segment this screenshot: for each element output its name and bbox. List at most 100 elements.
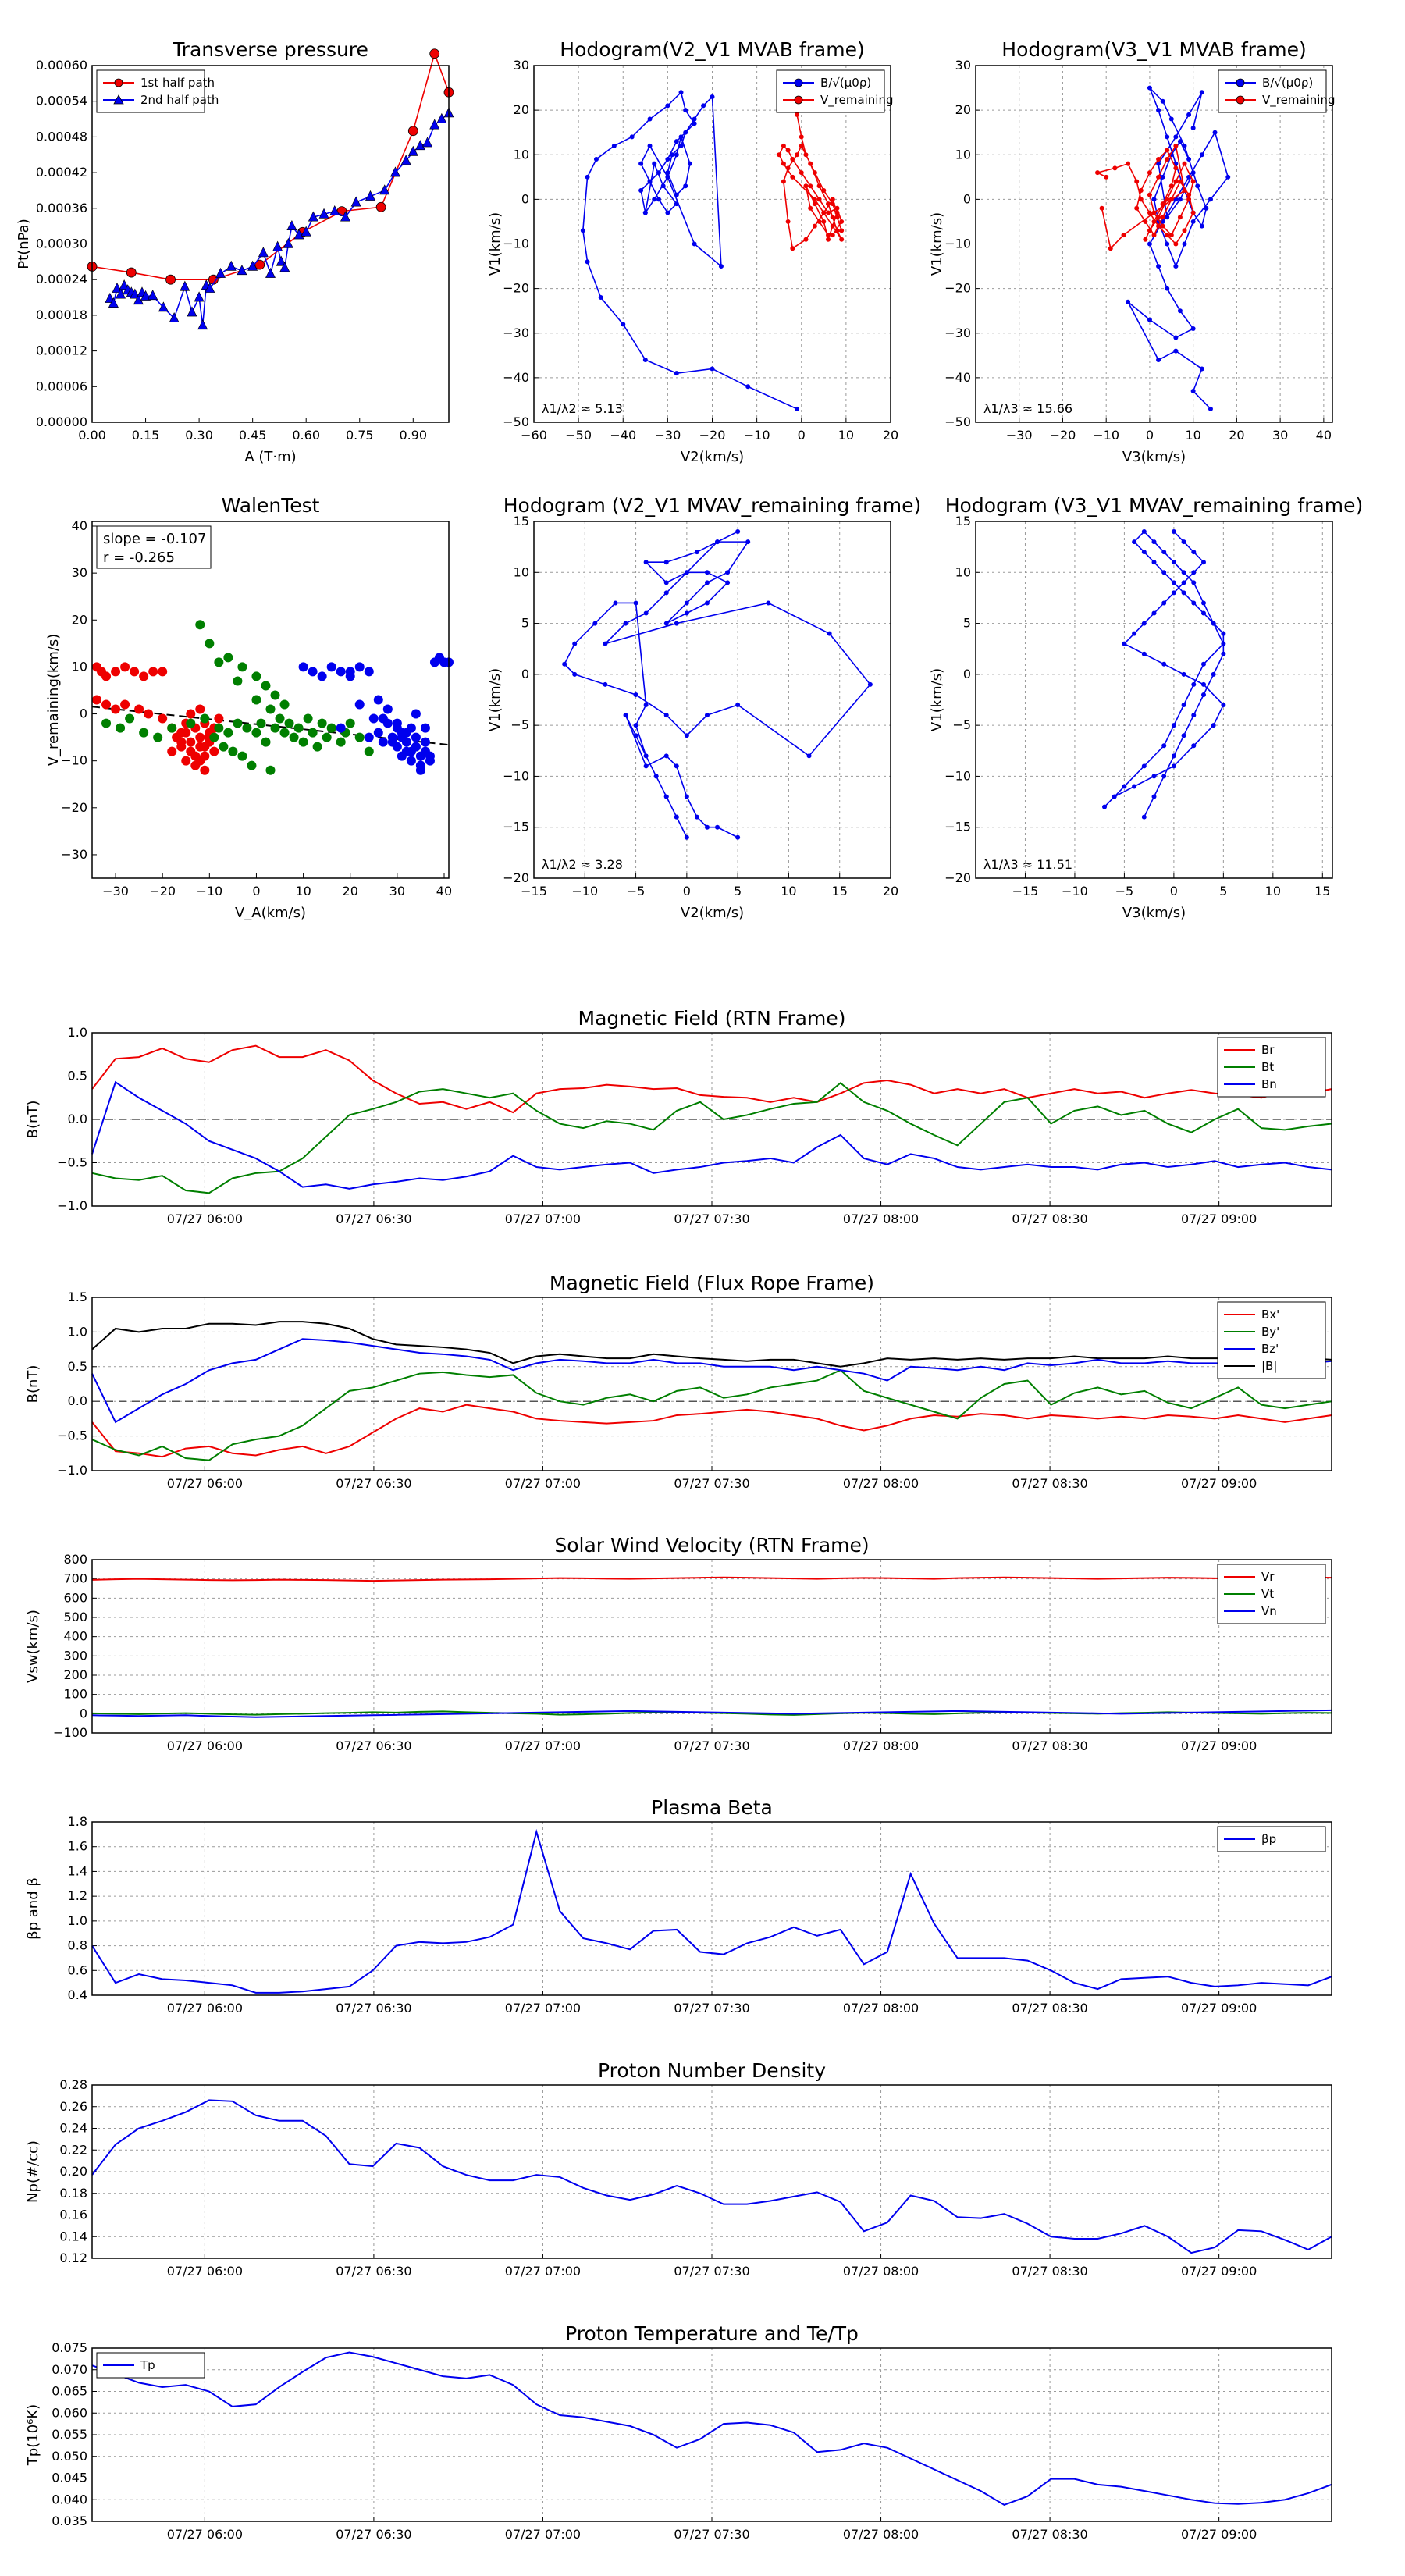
tp_t-ylabel: Tp(10⁶K) [25,2404,41,2466]
tp_t-ytick-label: 0.040 [52,2492,87,2507]
h2-series-line [1095,144,1194,250]
h4-data-point [1171,590,1176,596]
wt-data-point [373,728,383,738]
b_rtn-series-bt-line [91,1082,1332,1194]
h2-data-point [1156,156,1161,162]
b_fr-series-by-line [91,1369,1332,1461]
beta-ytick-label: 1.4 [68,1863,87,1878]
wt-data-point [336,723,346,733]
wt-data-point [336,737,346,747]
wt-data-point [120,699,130,710]
wt-annotation-line: slope = -0.107 [103,531,206,547]
h4-ytick-label: 10 [955,564,971,579]
wt-data-point [200,713,210,724]
h4-data-point [1211,671,1216,677]
vsw-legend: Vr Vt Vn [1217,1564,1326,1624]
h4-ytick-label: −10 [944,768,971,783]
h1-data-point [674,371,679,376]
h1-data-point [808,161,813,166]
np-ytick-label: 0.18 [59,2186,87,2201]
h1-data-point [839,237,845,242]
h4-ytick-label: 5 [963,616,971,631]
h1-data-point [665,103,670,109]
b_fr-xtick-label: 07/27 08:00 [843,1476,919,1491]
tp_t-series-tp-line [91,2351,1332,2507]
h2-data-point [1208,197,1213,202]
h3-ytick-label: 10 [514,564,529,579]
h3-series-line [564,531,871,838]
h3-ytick-label: 15 [514,514,529,528]
wt-data-point [101,718,112,728]
h3-title: Hodogram (V2_V1 MVAV_remaining frame) [503,494,922,517]
h2-data-point [1156,264,1161,269]
h1-data-point [821,210,827,215]
h4-data-point [1191,580,1197,585]
h2-data-point [1134,205,1140,211]
h1-legend-box [776,69,885,113]
vsw-ytick-label: 800 [63,1552,87,1567]
tp-data-point [400,155,411,165]
h4-data-point [1161,550,1167,555]
h3-xtick-label: 5 [734,884,742,898]
h1-xtick-label: −50 [565,428,592,443]
np-plot-frame [91,2084,1332,2259]
h2-ylabel: V1(km/s) [929,212,945,276]
h1-data-point [674,139,679,144]
tp_t-xtick-label: 07/27 08:30 [1012,2527,1087,2542]
wt-data-point [200,751,210,761]
wt-data-point [317,718,327,728]
vsw-xtick-label: 07/27 06:30 [336,1738,411,1753]
h4-data-point [1181,671,1186,677]
tp_t-ytick-label: 0.050 [52,2449,87,2464]
beta-series-p-line [91,1828,1332,1994]
h2-data-point [1160,223,1165,229]
h4-plot-frame [975,521,1333,879]
b_fr-series-bz-line [91,1338,1332,1424]
h3-data-point [663,560,669,565]
tp_t-xtick-label: 07/27 09:00 [1181,2527,1257,2542]
beta-xtick-label: 07/27 07:30 [674,2001,749,2016]
h4-data-point [1132,631,1137,636]
b_fr-legend: Bx' By' Bz' |B| [1217,1301,1326,1379]
b_fr-series-bx-line [91,1404,1332,1458]
vsw-xtick-label: 07/27 08:30 [1012,1738,1087,1753]
h4-data-point [1191,550,1197,555]
h3-data-point [572,641,578,646]
tp-data-point [215,267,226,278]
wt-ytick-label: −10 [61,753,87,768]
h2-data-point [1104,174,1109,180]
h2-data-point [1160,98,1165,104]
h2-data-point [1182,228,1187,233]
h2-legend-label: B/√(μ0ρ) [1262,76,1313,90]
h1-data-point [834,228,840,233]
wt-data-point [251,695,261,705]
wt-data-point [195,620,205,630]
b_rtn-ylabel: B(nT) [25,1101,41,1139]
h2-data-point [1199,90,1204,95]
wt-data-point [167,746,177,756]
h2-data-point [1186,156,1192,162]
vsw-legend-label: Vt [1261,1587,1274,1601]
h1-data-point [718,264,724,269]
wt-data-point [406,756,416,766]
wt-data-point [289,732,299,742]
h1-data-point [795,112,800,117]
h1-data-point [593,156,599,162]
h2-legend-marker [1236,95,1245,105]
tp_t-ytick-label: 0.060 [52,2405,87,2420]
tp-series-line [109,112,450,326]
h3-xtick-label: 10 [781,884,796,898]
beta-xtick-label: 07/27 08:00 [843,2001,919,2016]
h1-ytick-label: −30 [503,326,529,340]
np-xtick-label: 07/27 06:30 [336,2264,411,2279]
vsw-ytick-label: 200 [63,1667,87,1682]
h2-panel: −30 −20 −10 0 10 20 30 40 −50 −40 −30 −20 −10 0 10 20 30… [929,38,1336,465]
h1-data-point [678,143,684,148]
wt-data-point [158,713,168,724]
h2-data-point [1186,112,1192,117]
wt-data-point [308,667,318,677]
wt-xtick-label: 30 [389,884,405,898]
h2-data-point [1199,223,1204,229]
h2-xtick-label: 40 [1316,428,1332,443]
h1-data-point [683,108,688,113]
